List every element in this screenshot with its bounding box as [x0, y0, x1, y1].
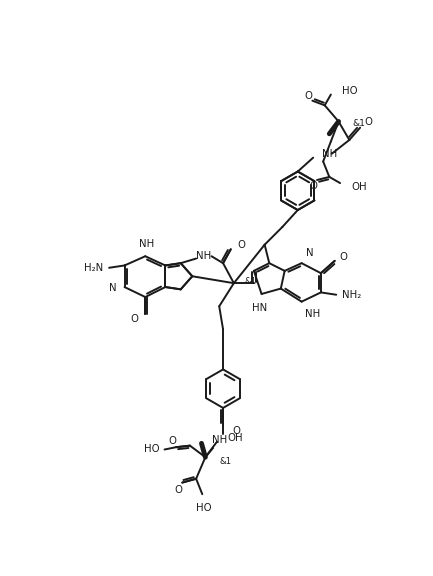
- Text: NH: NH: [323, 149, 338, 159]
- Text: HO: HO: [143, 445, 159, 454]
- Text: NH₂: NH₂: [343, 290, 362, 300]
- Text: O: O: [304, 91, 313, 101]
- Text: HO: HO: [342, 86, 357, 96]
- Text: OH: OH: [351, 182, 366, 192]
- Text: O: O: [309, 181, 317, 191]
- Text: O: O: [168, 436, 176, 446]
- Text: HO: HO: [196, 503, 212, 513]
- Text: O: O: [237, 240, 245, 251]
- Text: NH: NH: [196, 251, 211, 262]
- Text: OH: OH: [228, 433, 243, 443]
- Text: O: O: [339, 252, 347, 262]
- Text: O: O: [364, 118, 372, 127]
- Text: &1: &1: [219, 457, 231, 465]
- Text: NH: NH: [305, 309, 320, 319]
- Text: N: N: [109, 283, 117, 293]
- Text: O: O: [233, 426, 240, 436]
- Text: HN: HN: [252, 303, 268, 313]
- Text: H₂N: H₂N: [84, 263, 103, 273]
- Text: NH: NH: [139, 239, 155, 249]
- Text: NH: NH: [212, 435, 227, 445]
- Text: &1: &1: [245, 277, 257, 286]
- Text: N: N: [306, 248, 314, 258]
- Text: O: O: [174, 484, 182, 495]
- Text: O: O: [130, 313, 139, 324]
- Text: &1: &1: [352, 119, 365, 127]
